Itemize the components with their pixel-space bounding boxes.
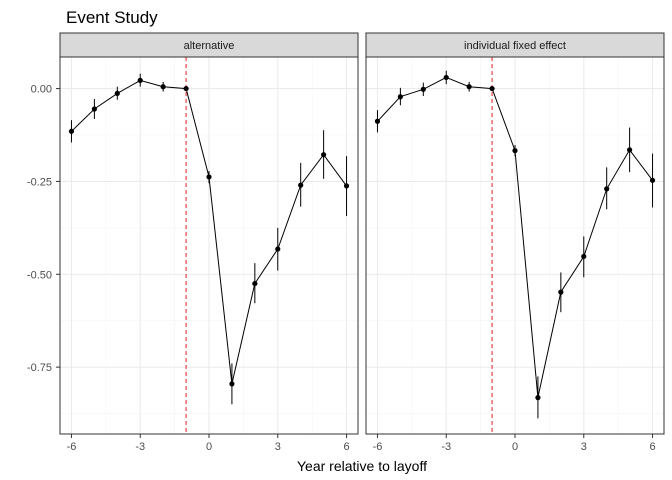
facet-panel-2: individual fixed effect -6 -3 0 3 6: [365, 32, 665, 453]
data-point: [581, 253, 587, 260]
x-tick-label: 6: [343, 441, 349, 453]
x-tick-label: 0: [512, 441, 518, 453]
data-point: [558, 289, 564, 295]
y-tick-label: -0.75: [27, 362, 52, 374]
y-tick-label: 0.00: [31, 84, 52, 96]
facet-strip: [59, 32, 359, 58]
facet-strip: [365, 32, 665, 58]
facet-panel-1: alternative -6 -3 0 3 6: [59, 32, 359, 453]
data-point: [649, 177, 656, 183]
facet-strip-label: alternative: [184, 40, 235, 52]
y-tick-label: -0.25: [27, 176, 52, 188]
data-point: [627, 147, 633, 153]
x-tick-label: -6: [373, 441, 383, 453]
y-tick-label: -0.50: [27, 269, 52, 281]
data-point: [604, 186, 610, 192]
data-point: [160, 84, 166, 90]
data-point: [397, 94, 403, 100]
data-point: [91, 106, 97, 112]
data-point: [512, 148, 518, 154]
data-point: [114, 90, 120, 96]
x-tick-label: 6: [649, 441, 655, 453]
x-tick-label: 0: [206, 441, 212, 453]
data-point: [535, 395, 541, 401]
data-point: [374, 118, 381, 124]
data-point: [420, 86, 426, 92]
data-point: [68, 128, 75, 134]
data-point: [252, 280, 258, 287]
data-point: [229, 381, 235, 387]
data-point: [466, 84, 472, 90]
data-point: [443, 74, 449, 81]
x-tick-label: -3: [135, 441, 145, 453]
data-point: [298, 182, 304, 188]
x-tick-label: 3: [581, 441, 587, 453]
data-point: [206, 174, 212, 180]
data-point: [183, 85, 189, 92]
data-point: [489, 85, 495, 92]
x-axis-title: Year relative to layoff: [297, 458, 427, 474]
x-tick-label: -3: [441, 441, 451, 453]
data-point: [321, 152, 327, 158]
data-point: [343, 183, 350, 189]
x-tick-label: 3: [275, 441, 281, 453]
data-point: [275, 246, 281, 252]
facet-strip-label: individual fixed effect: [464, 40, 566, 52]
x-tick-label: -6: [67, 441, 77, 453]
chart-title: Event Study: [66, 8, 158, 27]
data-point: [137, 77, 143, 83]
